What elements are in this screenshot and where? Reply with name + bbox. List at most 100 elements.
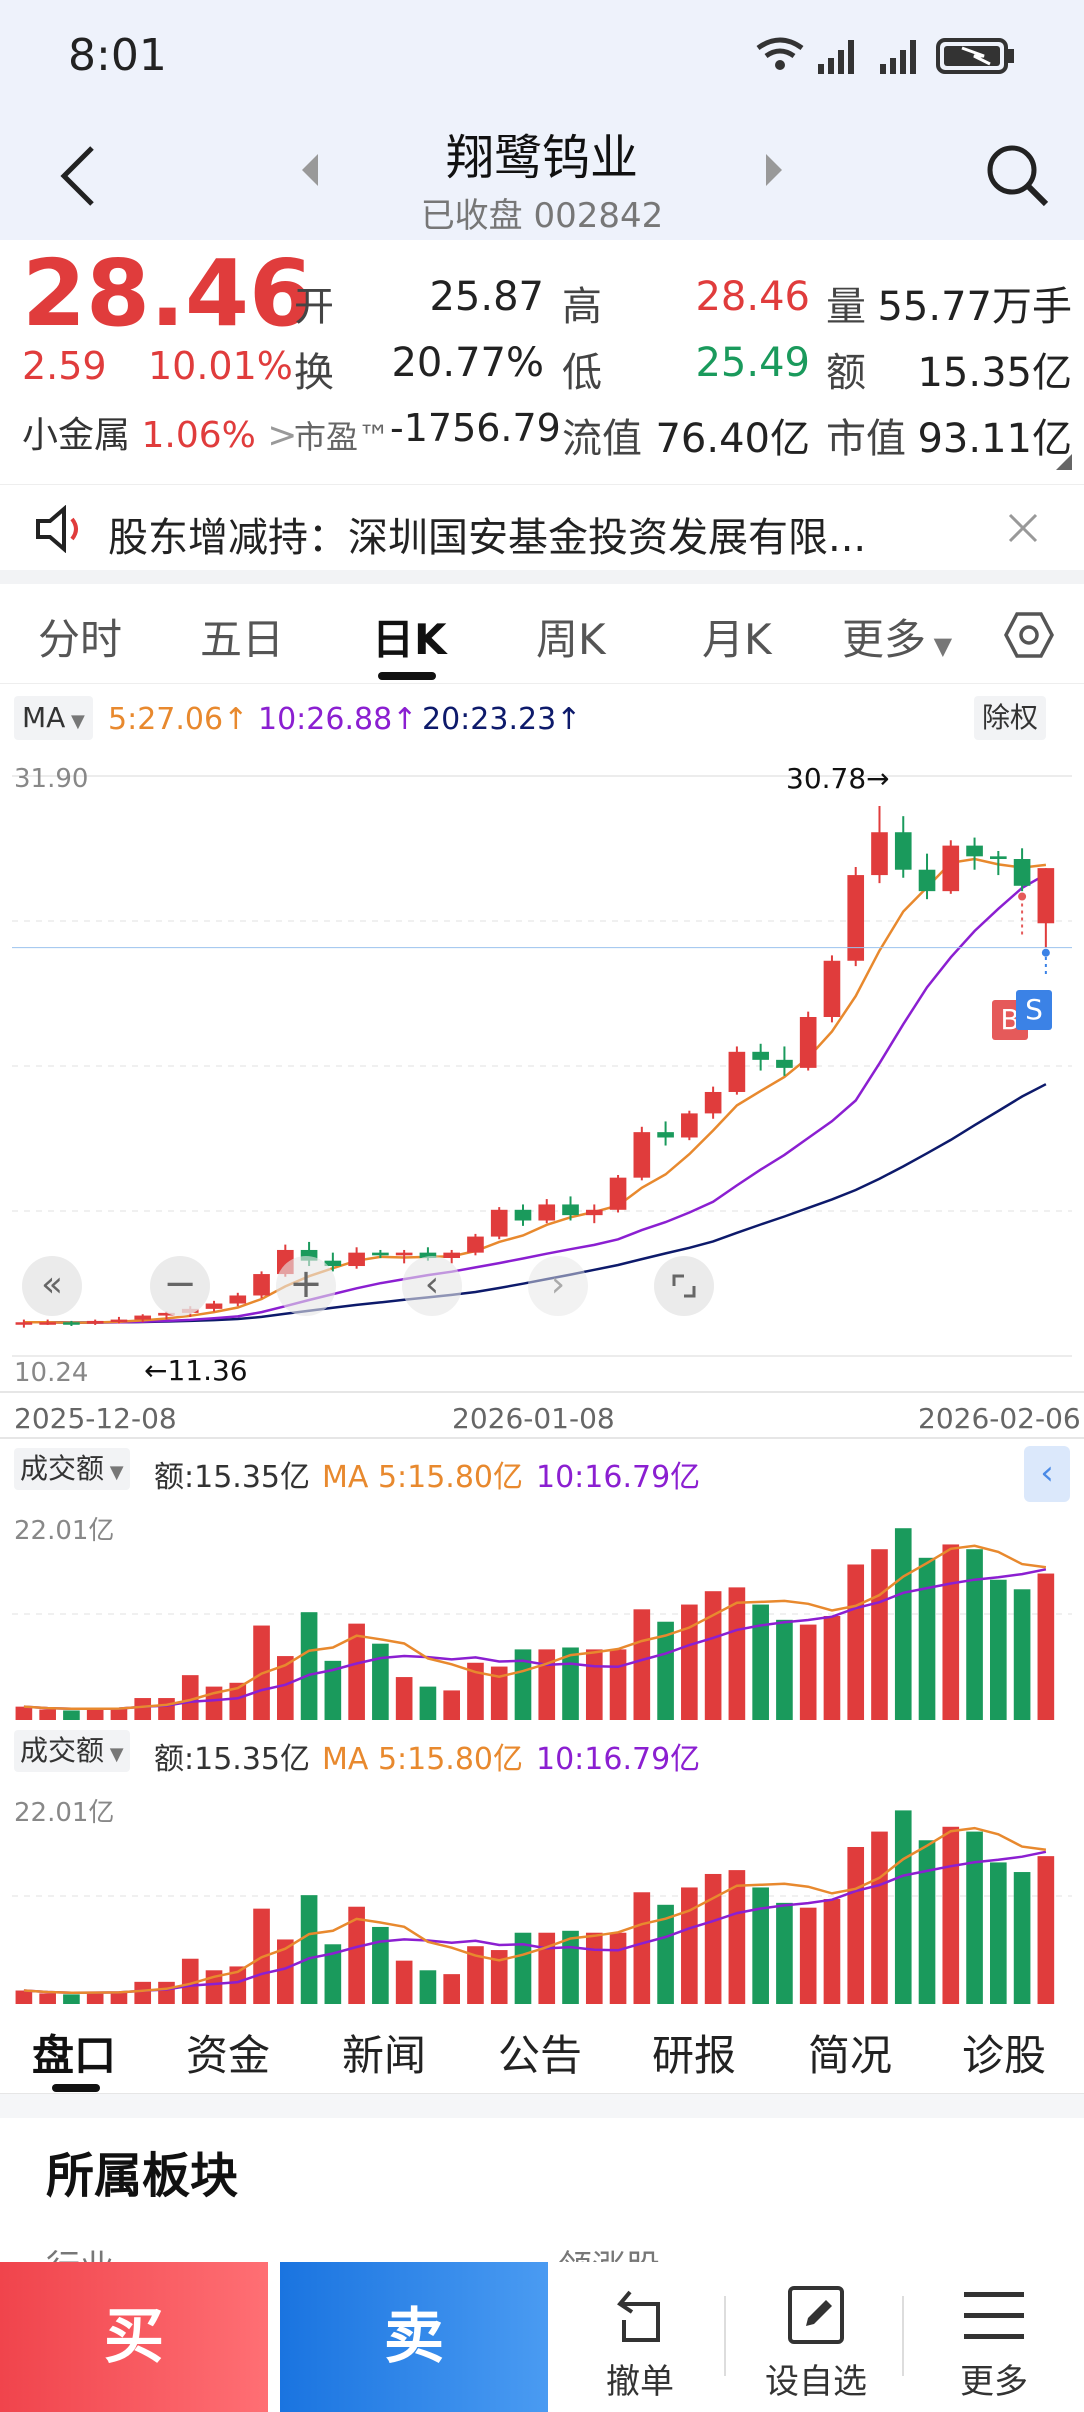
candle-body [63, 1322, 80, 1325]
open-value: 25.87 [429, 274, 544, 320]
adjust-button[interactable]: 除权 [974, 696, 1047, 740]
buy-button[interactable]: 买 [0, 2262, 268, 2412]
price-change-pct: 10.01% [148, 344, 293, 388]
ma-selector[interactable]: MA ▼ [14, 696, 93, 740]
sector-link[interactable]: 小金属 1.06% > [22, 406, 297, 458]
scroll-left-button[interactable]: ‹ [402, 1256, 462, 1316]
tab-more[interactable]: 更多 ▼ [842, 606, 952, 667]
scroll-left-fast-button[interactable]: « [22, 1256, 82, 1316]
vol2-ma5: MA 5:15.80亿 [322, 1742, 524, 1777]
vol1-bar [1013, 1589, 1031, 1720]
vol1-bar [942, 1544, 960, 1720]
candle-body [871, 832, 888, 876]
sell-signal-badge[interactable]: S [1016, 990, 1052, 1030]
vol2-bar [799, 1907, 817, 2004]
vol2-bar [918, 1840, 936, 2004]
cancel-order-button[interactable]: 撤单 [560, 2262, 720, 2412]
tab-research[interactable]: 研报 [652, 2031, 737, 2080]
settings-icon[interactable] [1004, 610, 1054, 660]
tab-weekly-k[interactable]: 周K [536, 615, 606, 664]
kline-high-marker: 30.78→ [786, 762, 890, 795]
action-bar: 买 卖 撤单 设自选 更多 [0, 2262, 1084, 2412]
tab-news[interactable]: 新闻 [342, 2031, 427, 2080]
vol2-bar [657, 1904, 674, 2004]
add-watchlist-button[interactable]: 设自选 [736, 2262, 896, 2412]
candle-body [966, 845, 983, 857]
vol2-bar [467, 1946, 484, 2004]
kline-min-label: 10.24 [14, 1358, 89, 1388]
candle-body [324, 1260, 342, 1267]
vol2-bar [490, 1950, 508, 2004]
ma10-value: 10:26.88↑ [258, 702, 418, 737]
high-value: 28.46 [695, 274, 810, 320]
vol2-bar [300, 1895, 318, 2004]
candle-body [372, 1252, 389, 1256]
candle-body [990, 856, 1007, 860]
ma5-value: 5:27.06↑ [108, 702, 249, 737]
expand-corner-icon[interactable] [1054, 452, 1074, 472]
tab-funds[interactable]: 资金 [186, 2031, 271, 2080]
vol1-bar [419, 1686, 437, 1720]
vol2-bar [752, 1887, 769, 2004]
tab-profile[interactable]: 简况 [808, 2031, 893, 2080]
candle-body [942, 845, 960, 892]
vol2-bar [704, 1873, 722, 2004]
candle-body [134, 1315, 152, 1320]
tab-announcements[interactable]: 公告 [498, 2031, 583, 2080]
vol1-bar [15, 1706, 33, 1720]
candle-body [110, 1319, 128, 1323]
vol1-selector[interactable]: 成交额 ▼ [14, 1448, 130, 1490]
vol2-selector[interactable]: 成交额 ▼ [14, 1730, 130, 1772]
side-panel-toggle[interactable]: ‹ [1024, 1446, 1070, 1502]
zoom-in-button[interactable]: + [276, 1256, 336, 1316]
vol1-bar [39, 1709, 56, 1720]
scroll-right-button[interactable]: › [528, 1256, 588, 1316]
close-icon[interactable] [1006, 511, 1040, 545]
vol2-bar [86, 1992, 104, 2004]
notice-bar[interactable]: 股东增减持：深圳国安基金投资发展有限... [0, 484, 1084, 570]
candle-body [253, 1274, 270, 1296]
tab-more-label: 更多 [842, 615, 927, 664]
vol1-bar [514, 1649, 532, 1720]
vol2-bar [871, 1831, 888, 2004]
next-stock-icon[interactable] [762, 150, 786, 190]
vol1-bar [229, 1682, 247, 1720]
kline-chart[interactable] [0, 684, 1084, 2004]
status-time: 8:01 [68, 30, 167, 81]
vol2-bar [277, 1939, 294, 2004]
vol2-bar [419, 1970, 437, 2004]
zoom-out-button[interactable]: − [150, 1256, 210, 1316]
more-label: 更多 [960, 2362, 1028, 2402]
fullscreen-button[interactable] [654, 1256, 714, 1316]
fullscreen-icon [672, 1274, 696, 1298]
pe-label: 市盈™ [294, 418, 391, 456]
low-value: 25.49 [695, 340, 810, 386]
tab-handicap[interactable]: 盘口 [32, 2031, 117, 2080]
candle-body [419, 1252, 437, 1258]
vol1-bar [609, 1649, 627, 1720]
ma-selector-label: MA [22, 701, 66, 734]
tab-diagnosis[interactable]: 诊股 [962, 2031, 1047, 2080]
sell-button[interactable]: 卖 [280, 2262, 548, 2412]
tab-five-day[interactable]: 五日 [200, 615, 285, 664]
more-button[interactable]: 更多 [914, 2262, 1074, 2412]
period-tabs: 分时 五日 日K 周K 月K 更多 ▼ [0, 584, 1084, 684]
chart-gridlines [0, 775, 1084, 1897]
caret-down-icon: ▼ [104, 1462, 124, 1483]
search-icon[interactable] [984, 142, 1050, 208]
vol1-bar [490, 1666, 508, 1720]
tab-daily-k[interactable]: 日K [372, 615, 447, 664]
vol1-max-label: 22.01亿 [14, 1516, 115, 1546]
candle-body [205, 1303, 223, 1309]
vol2-ma10: 10:16.79亿 [536, 1742, 701, 1777]
high-label: 高 [562, 284, 602, 330]
vol2-bar [229, 1966, 247, 2004]
vol2-max-label: 22.01亿 [14, 1798, 115, 1828]
back-icon[interactable] [56, 144, 100, 208]
prev-stock-icon[interactable] [298, 150, 322, 190]
tab-monthly-k[interactable]: 月K [702, 615, 772, 664]
tab-intraday[interactable]: 分时 [38, 615, 123, 664]
vol1-bar [657, 1621, 674, 1720]
vol1-bar [847, 1564, 865, 1720]
vol1-ma5-line [23, 1544, 1047, 1711]
